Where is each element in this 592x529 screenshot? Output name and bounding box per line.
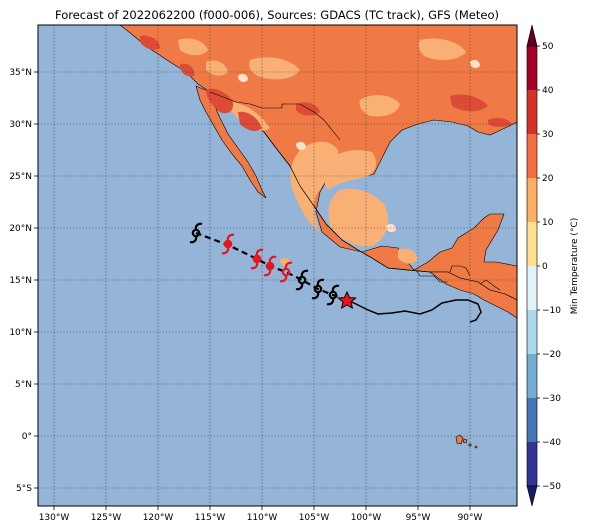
past-track-line <box>346 299 482 323</box>
lat-tick-label: 0° <box>22 432 32 442</box>
colorbar: 50 40 30 20 10 0 −10 −20 −30 −40 −50 Min… <box>526 24 580 507</box>
galapagos-islands <box>455 434 478 449</box>
colorbar-tick-label: −40 <box>542 438 561 448</box>
lon-tick-label: 90°W <box>458 513 483 523</box>
map-title: Forecast of 2022062200 (f000-006), Sourc… <box>55 8 499 22</box>
lat-tick-label: 20°N <box>9 224 32 234</box>
forecast-track-line <box>195 231 348 302</box>
map-gridlines <box>38 25 517 506</box>
country-borders <box>209 91 501 291</box>
colorbar-extend-top <box>526 24 538 47</box>
colorbar-tick-label: −30 <box>542 394 561 404</box>
colorbar-tick-label: 30 <box>542 130 554 140</box>
colorbar-tick-label: 0 <box>542 262 548 272</box>
forecast-position-dot <box>254 256 260 262</box>
colorbar-label: Min Temperature (°C) <box>570 218 580 315</box>
lat-tick-label: 5°S <box>16 484 32 494</box>
forecast-position-dot <box>225 241 231 247</box>
lat-tick-label: 15°N <box>9 276 32 286</box>
lon-tick-label: 125°W <box>91 513 122 523</box>
land-baja-california <box>195 85 267 199</box>
lon-tick-label: 105°W <box>299 513 330 523</box>
current-position-star-icon <box>337 290 357 309</box>
lat-tick-label: 5°N <box>15 380 32 390</box>
colorbar-bin <box>527 266 537 310</box>
colorbar-bin <box>527 310 537 354</box>
colorbar-bin <box>527 442 537 486</box>
colorbar-extend-bottom <box>526 485 538 507</box>
temperature-10-20-band <box>178 38 466 267</box>
lat-axis: 35°N 30°N 25°N 20°N 15°N 10°N 5°N 0° 5°S <box>9 68 38 494</box>
map-panel <box>38 25 517 506</box>
colorbar-bin <box>527 178 537 222</box>
map-frame <box>37 24 518 507</box>
lon-tick-label: 110°W <box>247 513 278 523</box>
lon-tick-label: 130°W <box>39 513 70 523</box>
land-central-america <box>429 271 517 319</box>
colorbar-bin <box>527 398 537 442</box>
lat-tick-label: 10°N <box>9 328 32 338</box>
colorbar-tick-label: 40 <box>542 86 554 96</box>
lat-tick-label: 25°N <box>9 172 32 182</box>
lat-tick-label: 30°N <box>9 120 32 130</box>
colorbar-tick-label: −10 <box>542 306 561 316</box>
colorbar-bin <box>527 46 537 90</box>
lon-axis: 130°W 125°W 120°W 115°W 110°W 105°W 100°… <box>39 506 483 523</box>
colorbar-tick-label: 50 <box>542 42 554 52</box>
lon-tick-label: 120°W <box>143 513 174 523</box>
lat-tick-label: 35°N <box>9 68 32 78</box>
colorbar-tick-label: 20 <box>542 174 554 184</box>
lon-tick-label: 95°W <box>406 513 431 523</box>
colorbar-bin <box>527 134 537 178</box>
colorbar-bin <box>527 354 537 398</box>
forecast-position-dot <box>267 263 273 269</box>
colorbar-bin <box>527 222 537 266</box>
colorbar-tick-label: −20 <box>542 350 561 360</box>
lon-tick-label: 100°W <box>351 513 382 523</box>
colorbar-tick-label: −50 <box>542 482 561 492</box>
colorbar-bin <box>527 90 537 134</box>
tc-track <box>188 222 482 323</box>
lon-tick-label: 115°W <box>195 513 226 523</box>
coastline-mexico-pacific <box>263 131 431 273</box>
colorbar-tick-label: 10 <box>542 218 554 228</box>
